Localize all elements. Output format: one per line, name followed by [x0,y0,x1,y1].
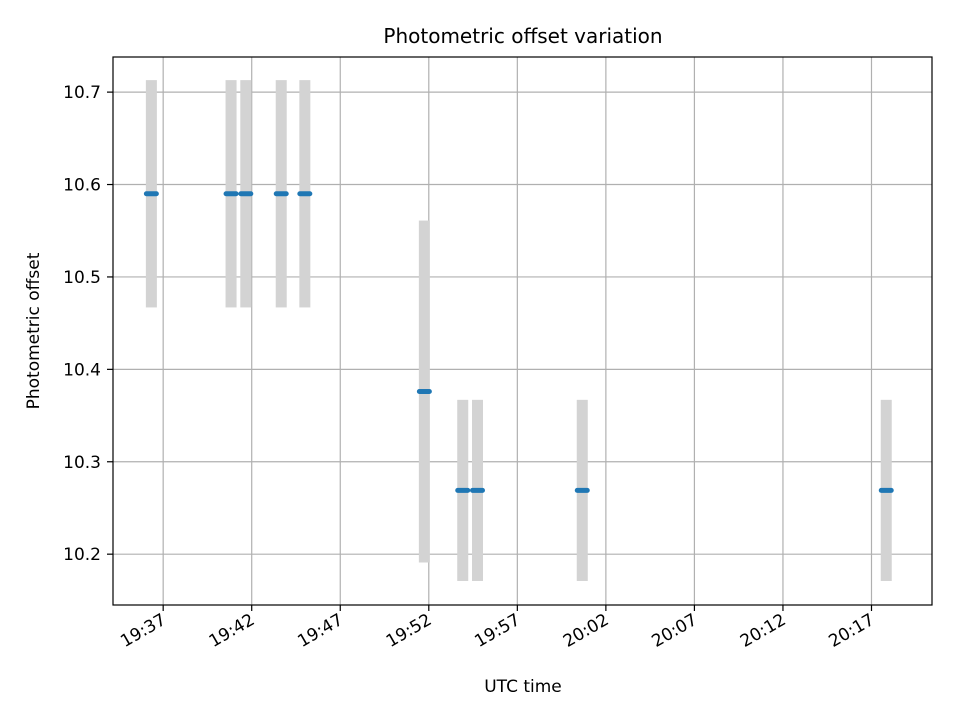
y-tick-label: 10.7 [63,83,101,103]
plot-frame [112,56,933,606]
chart-title: Photometric offset variation [383,24,662,48]
y-axis-label: Photometric offset [24,252,44,409]
y-tick-label: 10.6 [63,176,101,196]
data-markers [143,191,894,493]
y-tick-label: 10.2 [63,545,101,565]
x-axis-label: UTC time [484,677,562,697]
y-tick-label: 10.4 [63,360,101,380]
y-tick-label: 10.5 [63,268,101,288]
y-tick-label: 10.3 [63,453,101,473]
grid [113,57,932,605]
